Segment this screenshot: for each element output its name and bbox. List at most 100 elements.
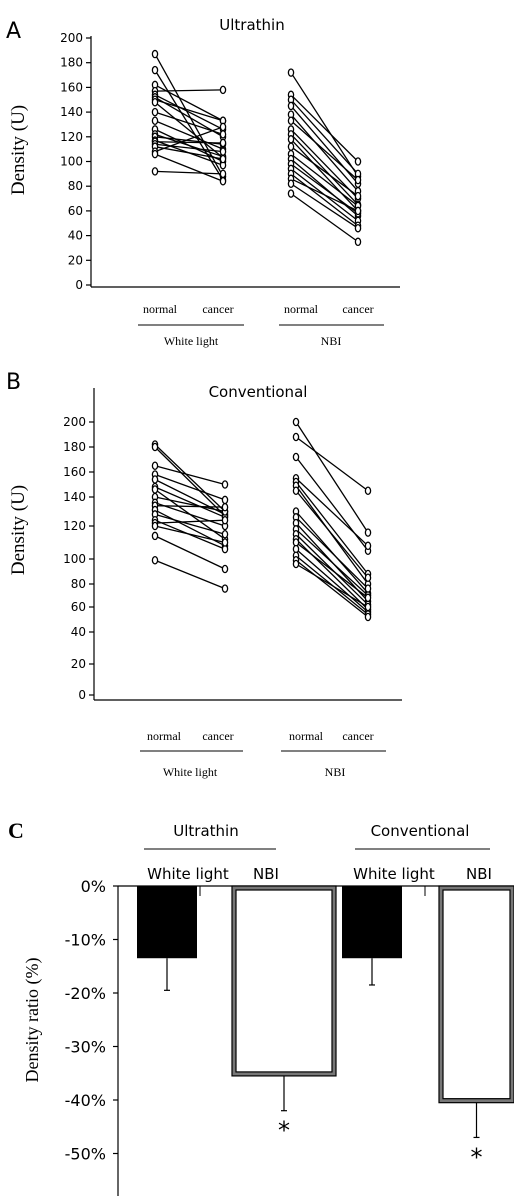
data-point-cancer xyxy=(221,515,229,525)
data-point-cancer xyxy=(219,147,227,156)
data-point-normal xyxy=(151,107,159,117)
y-tick-label: -20% xyxy=(65,984,106,1003)
series-line xyxy=(154,101,224,159)
data-point-cancer xyxy=(364,573,372,583)
series-line xyxy=(290,94,359,162)
data-point-normal xyxy=(287,68,295,77)
series-line xyxy=(295,436,369,492)
series-line xyxy=(154,519,226,524)
panel-b-title: Conventional xyxy=(209,383,308,401)
data-point-cancer xyxy=(354,191,362,201)
series-line xyxy=(290,138,359,212)
bar-inner xyxy=(442,889,511,1100)
panel-a: A Ultrathin Density (U) 0 20 40 60 80 100 120 1… xyxy=(6,16,400,348)
data-point-normal xyxy=(151,475,159,484)
series-line xyxy=(154,153,224,182)
panel-a-label-white-light: White light xyxy=(164,334,219,348)
panel-b-label-wl-cancer: cancer xyxy=(202,729,233,743)
data-point-cancer xyxy=(221,480,229,489)
y-tick-label: 140 xyxy=(63,490,86,504)
data-point-cancer xyxy=(364,593,372,603)
series-line xyxy=(154,535,226,570)
data-point-cancer xyxy=(364,486,372,495)
data-point-normal xyxy=(151,461,159,470)
series-line xyxy=(295,563,369,608)
series-line xyxy=(295,541,369,599)
bar xyxy=(342,886,402,959)
series-line xyxy=(154,502,226,527)
panel-a-y-ticks: 0 20 40 60 80 100 120 140 160 180 200 xyxy=(60,31,91,292)
data-point-cancer xyxy=(221,530,229,539)
data-point-cancer xyxy=(219,177,227,186)
series-line xyxy=(290,158,359,217)
data-point-normal xyxy=(151,116,159,125)
panel-a-label-nbi-cancer: cancer xyxy=(342,302,373,316)
y-tick-label: 60 xyxy=(68,204,83,218)
panel-a-y-axis-label: Density (U) xyxy=(8,105,29,195)
series-line xyxy=(154,446,226,517)
series-line xyxy=(154,444,226,512)
series-line xyxy=(295,481,369,575)
series-line xyxy=(295,490,369,579)
panel-c-group-conventional: Conventional xyxy=(371,822,470,840)
series-line xyxy=(154,143,224,153)
data-point-cancer xyxy=(364,528,372,537)
data-point-cancer xyxy=(221,584,229,593)
series-line xyxy=(290,133,359,206)
series-line xyxy=(290,120,359,181)
data-point-cancer xyxy=(221,502,229,512)
y-tick-label: 160 xyxy=(60,80,83,94)
data-point-cancer xyxy=(364,602,372,612)
y-tick-label: 120 xyxy=(60,130,83,144)
series-line xyxy=(154,120,224,150)
data-point-normal xyxy=(151,531,159,541)
panel-c: C Ultrathin White light NBI Conventional… xyxy=(8,818,514,1196)
y-tick-label: 0 xyxy=(75,278,83,292)
panel-b-series xyxy=(151,417,372,622)
series-line xyxy=(290,114,359,192)
data-point-normal xyxy=(151,49,159,59)
data-point-cancer xyxy=(219,85,227,95)
series-line xyxy=(295,421,369,533)
data-point-cancer xyxy=(354,223,362,233)
data-point-normal xyxy=(292,486,300,495)
series-line xyxy=(154,473,226,501)
panel-a-label-wl-cancer: cancer xyxy=(202,302,233,316)
data-point-cancer xyxy=(221,538,229,547)
series-line xyxy=(154,559,226,590)
series-line xyxy=(290,99,359,175)
y-tick-label: 200 xyxy=(60,31,83,45)
series-line xyxy=(154,486,226,518)
panel-c-label-ultrathin-nbi: NBI xyxy=(253,865,279,883)
series-line xyxy=(290,178,359,212)
data-point-cancer xyxy=(219,130,227,139)
series-line xyxy=(290,72,359,177)
data-point-normal xyxy=(287,135,295,144)
data-point-normal xyxy=(292,559,300,569)
y-tick-label: -40% xyxy=(65,1091,106,1110)
y-tick-label: 180 xyxy=(63,440,86,454)
series-line xyxy=(154,465,226,486)
data-point-cancer xyxy=(221,495,229,505)
panel-c-label-conventional-wl: White light xyxy=(353,865,435,883)
data-point-cancer xyxy=(354,237,362,247)
series-line xyxy=(154,170,224,175)
data-point-cancer xyxy=(354,175,362,185)
series-line xyxy=(290,173,359,227)
bar xyxy=(137,886,197,959)
series-line xyxy=(290,193,359,243)
series-line xyxy=(154,496,226,513)
bar-inner xyxy=(235,889,333,1073)
panel-letter-b: B xyxy=(6,370,21,395)
panel-b-label-nbi: NBI xyxy=(325,765,346,779)
series-line xyxy=(154,99,224,122)
data-point-cancer xyxy=(221,564,229,574)
panel-a-series xyxy=(151,49,362,247)
y-tick-label: 60 xyxy=(71,600,86,614)
series-line xyxy=(295,528,369,596)
y-tick-label: 0% xyxy=(81,877,106,896)
series-line xyxy=(154,141,224,144)
panel-a-label-nbi-normal: normal xyxy=(284,302,319,316)
panel-c-y-axis-label: Density ratio (%) xyxy=(22,958,43,1083)
data-point-normal xyxy=(287,116,295,125)
